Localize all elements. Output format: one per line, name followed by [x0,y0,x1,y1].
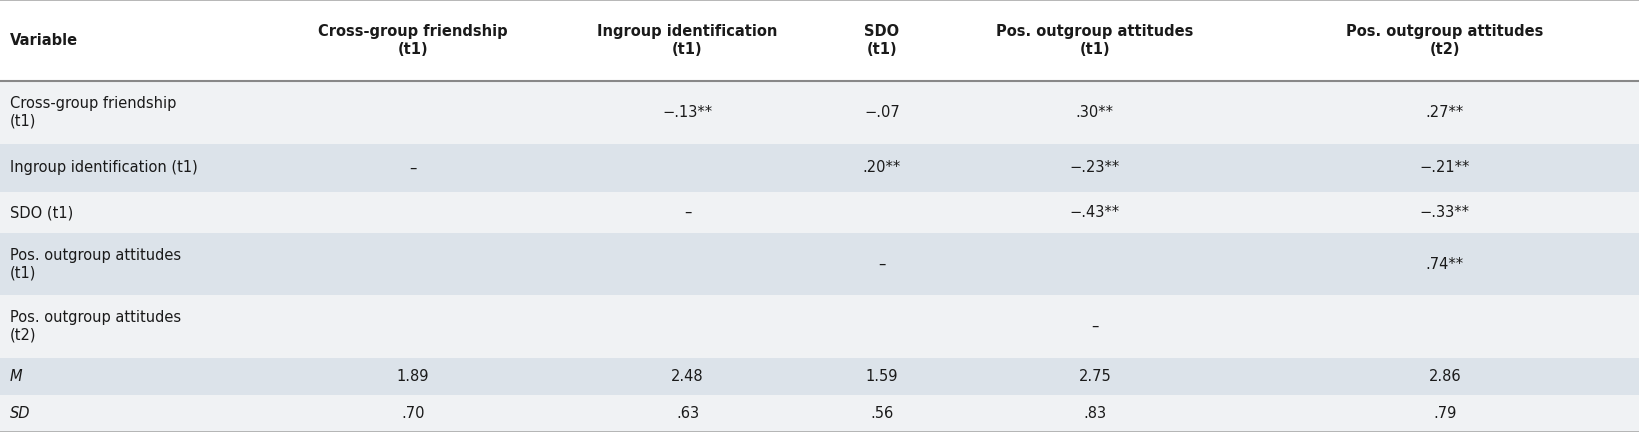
Text: .79: .79 [1432,406,1457,421]
Text: –: – [410,160,416,175]
Text: 2.48: 2.48 [672,369,703,384]
Text: SD: SD [10,406,31,421]
Text: –: – [1092,319,1098,334]
Text: −.33**: −.33** [1419,205,1470,220]
Text: −.23**: −.23** [1070,160,1119,175]
Text: 2.75: 2.75 [1078,369,1111,384]
Text: 2.86: 2.86 [1429,369,1460,384]
Text: −.21**: −.21** [1419,160,1470,175]
Text: –: – [683,205,692,220]
Text: –: – [879,257,885,272]
Bar [0,81,1639,143]
Text: Cross-group friendship
(t1): Cross-group friendship (t1) [318,24,508,57]
Bar [0,233,1639,295]
Text: .20**: .20** [862,160,901,175]
Text: −.07: −.07 [864,105,900,120]
Text: .70: .70 [402,406,425,421]
Bar [0,0,1639,81]
Text: Pos. outgroup attitudes
(t2): Pos. outgroup attitudes (t2) [10,311,180,343]
Bar [0,358,1639,395]
Text: SDO (t1): SDO (t1) [10,205,74,220]
Bar [0,295,1639,358]
Text: .30**: .30** [1075,105,1115,120]
Text: Pos. outgroup attitudes
(t1): Pos. outgroup attitudes (t1) [997,24,1193,57]
Text: 1.89: 1.89 [397,369,429,384]
Text: Pos. outgroup attitudes
(t1): Pos. outgroup attitudes (t1) [10,248,180,280]
Text: SDO
(t1): SDO (t1) [864,24,900,57]
Text: .63: .63 [675,406,700,421]
Text: M: M [10,369,23,384]
Bar [0,192,1639,233]
Text: .56: .56 [870,406,893,421]
Text: Pos. outgroup attitudes
(t2): Pos. outgroup attitudes (t2) [1346,24,1544,57]
Text: Variable: Variable [10,33,79,48]
Text: −.43**: −.43** [1070,205,1119,220]
Text: .27**: .27** [1426,105,1464,120]
Bar [0,395,1639,432]
Text: 1.59: 1.59 [865,369,898,384]
Bar [0,143,1639,192]
Text: −.13**: −.13** [662,105,713,120]
Text: Ingroup identification (t1): Ingroup identification (t1) [10,160,198,175]
Text: .74**: .74** [1426,257,1464,272]
Text: Ingroup identification
(t1): Ingroup identification (t1) [597,24,779,57]
Text: Cross-group friendship
(t1): Cross-group friendship (t1) [10,96,177,128]
Text: .83: .83 [1083,406,1106,421]
